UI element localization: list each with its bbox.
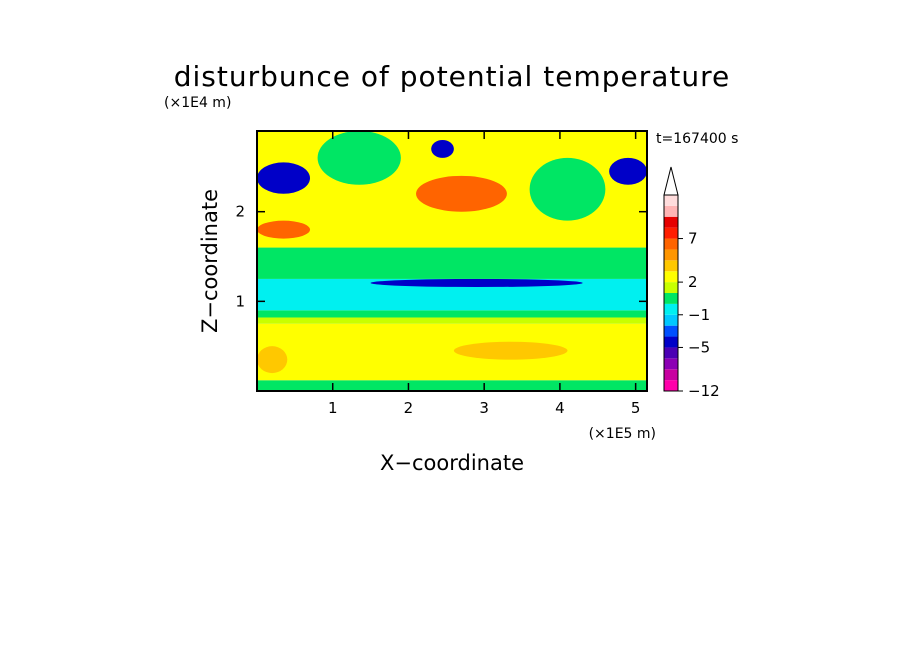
y-tick-label: 1 bbox=[235, 292, 245, 310]
chart-title: disturbunce of potential temperature bbox=[174, 60, 731, 93]
colorbar-extend-arrow bbox=[663, 166, 679, 196]
contour-region bbox=[431, 139, 454, 158]
y-axis: 12 bbox=[235, 203, 647, 310]
colorbar-swatch bbox=[664, 325, 678, 337]
colorbar-swatch bbox=[664, 358, 678, 370]
plot-area bbox=[257, 131, 647, 391]
x-tick-label: 5 bbox=[631, 399, 641, 417]
contour-region bbox=[453, 341, 568, 360]
colorbar-swatch bbox=[664, 282, 678, 293]
colorbar-tick-label: 7 bbox=[688, 230, 698, 248]
colorbar-frame bbox=[663, 194, 679, 392]
colorbar-tick-label: −12 bbox=[688, 382, 720, 400]
colorbar-tick-label: −5 bbox=[688, 338, 710, 356]
colorbar-tick-label: −1 bbox=[688, 306, 710, 324]
contour-region bbox=[257, 310, 647, 318]
contour-region bbox=[317, 131, 401, 185]
y-tick-label: 2 bbox=[235, 203, 245, 221]
y-axis-label: Z−coordinate bbox=[198, 189, 222, 333]
y-unit-label: (×1E4 m) bbox=[164, 95, 231, 111]
colorbar-swatch bbox=[664, 369, 678, 381]
contour-region bbox=[370, 278, 583, 287]
colorbar-tick-label: 2 bbox=[688, 273, 698, 291]
x-tick-label: 1 bbox=[328, 399, 338, 417]
colorbar-swatch bbox=[664, 314, 678, 326]
x-unit-label: (×1E5 m) bbox=[589, 426, 656, 442]
plot-frame bbox=[256, 130, 648, 392]
contour-region bbox=[529, 157, 606, 221]
contour-region bbox=[257, 220, 311, 239]
colorbar-swatch bbox=[664, 380, 678, 391]
colorbar-swatch bbox=[664, 249, 678, 261]
colorbar-swatch bbox=[664, 271, 678, 283]
colorbar-swatch bbox=[664, 260, 678, 272]
contour-region bbox=[257, 323, 647, 381]
contour-region bbox=[257, 247, 647, 279]
x-tick-label: 4 bbox=[555, 399, 565, 417]
contour-region bbox=[257, 346, 288, 374]
contour-region bbox=[257, 380, 647, 391]
x-tick-label: 3 bbox=[479, 399, 489, 417]
contour-region bbox=[257, 317, 647, 324]
x-tick-label: 2 bbox=[404, 399, 414, 417]
colorbar-swatch bbox=[664, 205, 678, 217]
colorbar-swatch bbox=[664, 347, 678, 359]
colorbar-swatch bbox=[664, 303, 678, 315]
colorbar-swatch bbox=[664, 216, 678, 228]
x-axis-label: X−coordinate bbox=[380, 451, 524, 475]
contour-region bbox=[609, 157, 647, 185]
colorbar-swatch bbox=[664, 293, 678, 304]
colorbar-swatch bbox=[664, 227, 678, 239]
contour-region bbox=[416, 175, 507, 212]
contour-region bbox=[257, 162, 311, 194]
colorbar: 7 2 −1 −5 −12 bbox=[663, 166, 720, 400]
time-label: t=167400 s bbox=[656, 131, 738, 147]
colorbar-swatch bbox=[664, 238, 678, 250]
x-axis: 1 2 3 4 5 bbox=[328, 131, 640, 417]
colorbar-swatch bbox=[664, 336, 678, 348]
colorbar-swatch bbox=[664, 195, 678, 206]
